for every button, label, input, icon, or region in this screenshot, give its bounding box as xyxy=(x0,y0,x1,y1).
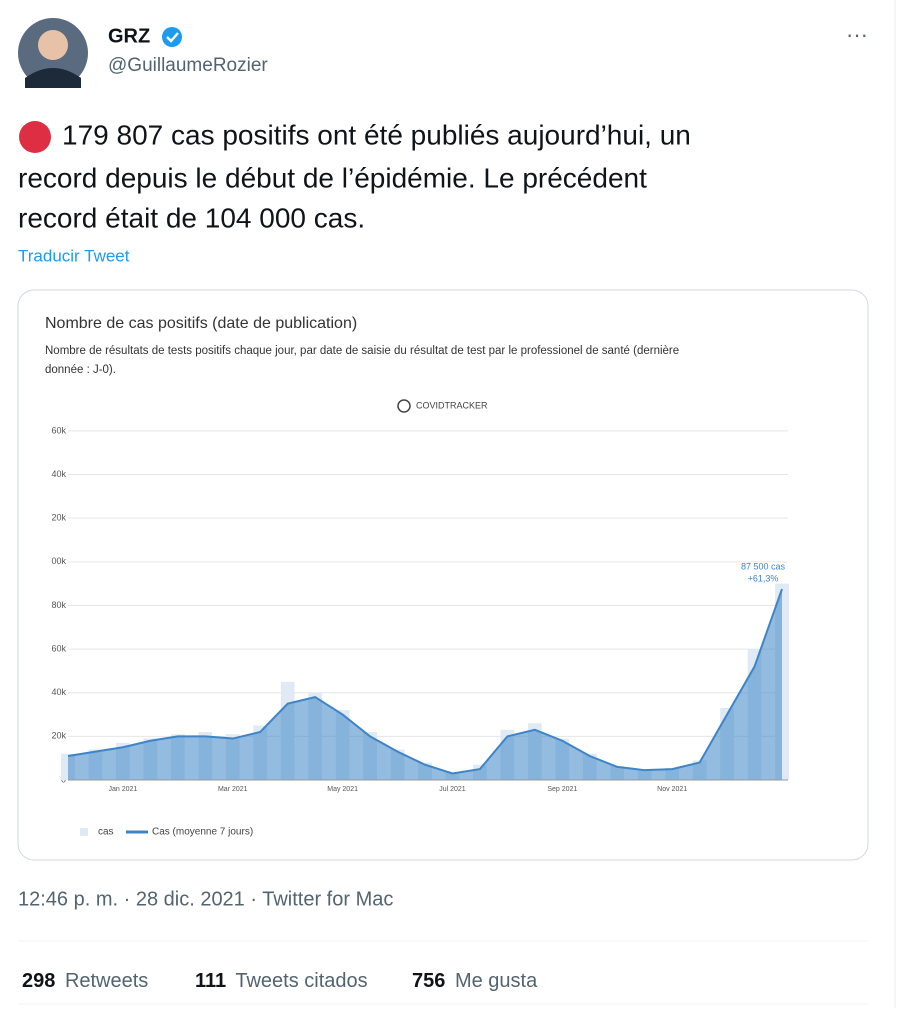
red-circle-emoji xyxy=(19,121,51,153)
y-tick-label: 80k xyxy=(51,600,66,610)
logo: COVIDTRACKER xyxy=(416,400,488,410)
stat-count[interactable]: 111 xyxy=(195,970,226,992)
translate-link[interactable]: Traducir Tweet xyxy=(18,246,130,265)
stat-label[interactable]: Retweets xyxy=(65,970,148,992)
x-tick-label: Jan 2021 xyxy=(109,786,138,793)
more-button[interactable]: ··· xyxy=(846,22,868,47)
y-tick-label: 20k xyxy=(51,513,66,523)
y-tick-label: 00k xyxy=(51,556,66,566)
y-tick-label: 20k xyxy=(51,731,66,741)
logo-icon xyxy=(397,399,411,413)
stat-count[interactable]: 756 xyxy=(412,970,445,992)
y-tick-label: 60k xyxy=(51,643,66,653)
stat-count[interactable]: 298 xyxy=(22,970,55,992)
x-tick-label: Nov 2021 xyxy=(657,786,687,793)
tweet-text: 179 807 cas positifs ont été publiés auj… xyxy=(62,119,691,150)
x-tick-label: May 2021 xyxy=(327,786,358,793)
timestamp[interactable]: 12:46 p. m. · 28 dic. 2021 · Twitter for… xyxy=(18,888,393,910)
legend-swatch xyxy=(80,828,88,836)
x-tick-label: Jul 2021 xyxy=(439,786,466,793)
y-tick-label: 60k xyxy=(51,425,66,435)
legend-label[interactable]: Cas (moyenne 7 jours) xyxy=(152,827,253,838)
area xyxy=(68,589,782,780)
legend-label[interactable]: cas xyxy=(98,827,114,838)
tweet-text: record depuis le début de l’épidémie. Le… xyxy=(18,162,647,193)
avatar-body xyxy=(25,68,81,88)
tweet-text: record était de 104 000 cas. xyxy=(18,202,365,233)
y-tick-label: 40k xyxy=(51,687,66,697)
annotation: 87 500 cas xyxy=(741,561,786,571)
verified-check xyxy=(166,32,179,43)
user-name[interactable]: GRZ xyxy=(108,25,150,47)
chart-title: Nombre de cas positifs (date de publicat… xyxy=(45,315,357,332)
line xyxy=(67,588,783,775)
avatar-face xyxy=(38,30,68,60)
verified-badge xyxy=(162,27,182,47)
user-handle[interactable]: @GuillaumeRozier xyxy=(108,55,268,76)
stats: 298 Retweets 111 Tweets citados 756 Me g… xyxy=(22,970,538,992)
y-tick-label: 40k xyxy=(51,469,66,479)
annotation: +61,3% xyxy=(748,573,779,583)
stat-label[interactable]: Tweets citados xyxy=(235,970,367,992)
media-card[interactable] xyxy=(17,289,869,861)
x-tick-label: Mar 2021 xyxy=(218,786,248,793)
x-tick-label: Sep 2021 xyxy=(547,786,577,793)
chart-subtitle: donnée : J-0). xyxy=(45,364,116,376)
stat-label[interactable]: Me gusta xyxy=(455,970,538,992)
chart-subtitle: Nombre de résultats de tests positifs ch… xyxy=(45,345,679,357)
